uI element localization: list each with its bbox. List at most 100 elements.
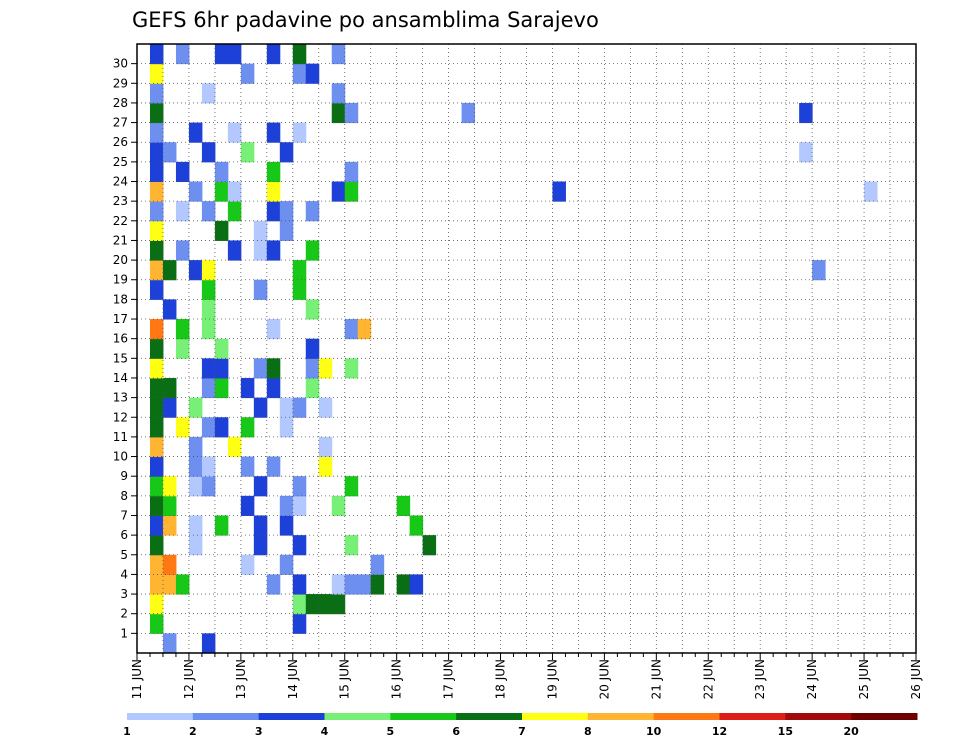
heatmap-cell (214, 358, 229, 379)
heatmap-cell (149, 279, 164, 300)
heatmap-cell (266, 44, 281, 65)
heatmap-cell (149, 240, 164, 261)
y-tick-label: 7 (120, 508, 128, 522)
y-tick-label: 8 (120, 489, 128, 503)
heatmap-cell (305, 338, 320, 359)
heatmap-cell (253, 476, 268, 497)
heatmap-cell (305, 240, 320, 261)
y-tick-label: 30 (113, 57, 128, 71)
heatmap-cell (266, 161, 281, 183)
heatmap-cell (149, 397, 164, 418)
heatmap-cell (227, 436, 242, 458)
heatmap-cell (305, 594, 320, 615)
heatmap-cell (266, 181, 281, 202)
heatmap-cell (175, 201, 190, 222)
heatmap-cell (357, 319, 372, 340)
y-tick-label: 17 (113, 312, 128, 326)
heatmap-cell (279, 515, 294, 536)
heatmap-cell (149, 535, 164, 556)
heatmap-cell (175, 417, 190, 438)
heatmap-cell (162, 377, 177, 399)
heatmap-cell (344, 161, 359, 183)
heatmap-cell (188, 476, 203, 497)
colorbar-segment (390, 713, 457, 720)
x-axis: 11 JUN 12 JUN 13 JUN 14 JUN 15 JUN 16 JUN 17 J… (130, 653, 923, 699)
heatmap-cell (331, 102, 346, 124)
colorbar-segment (258, 713, 325, 720)
colorbar-segment (785, 713, 852, 720)
y-tick-label: 3 (120, 587, 128, 601)
heatmap-cell (149, 436, 164, 458)
heatmap-cell (188, 436, 203, 458)
heatmap-cell (279, 554, 294, 575)
heatmap-cell (305, 63, 320, 84)
colorbar-label: 4 (321, 725, 329, 738)
x-tick-label: 21 JUN (649, 659, 663, 699)
heatmap-cell (175, 161, 190, 183)
heatmap-cell (279, 220, 294, 241)
heatmap-cell (149, 122, 164, 143)
heatmap-cell (149, 161, 164, 183)
colorbar-label: 2 (189, 725, 197, 738)
x-tick-label: 24 JUN (805, 659, 819, 699)
heatmap-cell (149, 476, 164, 497)
heatmap-cell (253, 240, 268, 261)
heatmap-cell (253, 220, 268, 241)
heatmap-cell (305, 201, 320, 222)
heatmap-cell (162, 476, 177, 497)
heatmap-cell (305, 299, 320, 320)
y-axis: 1234567891011121314151617181920212223242… (113, 57, 137, 640)
heatmap-cell (331, 83, 346, 104)
x-tick-label: 23 JUN (753, 659, 767, 699)
heatmap-cell (149, 83, 164, 104)
heatmap-cell (149, 260, 164, 281)
y-tick-label: 12 (113, 410, 128, 424)
colorbar-segment (456, 713, 523, 720)
y-tick-label: 14 (113, 371, 128, 385)
heatmap-cell (331, 594, 346, 615)
heatmap-cell (357, 574, 372, 595)
heatmap-cell (266, 377, 281, 399)
heatmap-cell (201, 142, 216, 163)
grid-lines (137, 44, 916, 653)
heatmap-cell (149, 220, 164, 241)
heatmap-cell (253, 358, 268, 379)
heatmap-cell (175, 44, 190, 65)
heatmap-cell (214, 220, 229, 241)
heatmap-cell (292, 594, 307, 615)
heatmap-cell (318, 397, 333, 418)
heatmap-cell (240, 495, 255, 516)
heatmap-cell (175, 240, 190, 261)
heatmap-cell (240, 142, 255, 163)
heatmap-cell (149, 495, 164, 516)
heatmap-cell (175, 574, 190, 595)
colorbar-label: 6 (452, 725, 460, 738)
heatmap-cell (188, 260, 203, 281)
heatmap-cell (149, 515, 164, 536)
heatmap-cell (318, 358, 333, 379)
heatmap-cell (149, 594, 164, 615)
heatmap-cell (253, 515, 268, 536)
y-tick-label: 25 (113, 155, 128, 169)
heatmap-cell (227, 122, 242, 143)
heatmap-cell (214, 338, 229, 359)
x-tick-label: 15 JUN (338, 659, 352, 699)
heatmap-cell (162, 554, 177, 575)
heatmap-cell (214, 515, 229, 536)
x-tick-label: 18 JUN (494, 659, 508, 699)
heatmap-cell (344, 358, 359, 379)
heatmap-cell (149, 338, 164, 359)
colorbar-label: 1 (123, 725, 131, 738)
heatmap-cell (149, 613, 164, 634)
x-tick-label: 25 JUN (857, 659, 871, 699)
y-tick-label: 4 (120, 567, 128, 581)
y-tick-label: 20 (113, 253, 128, 267)
heatmap-cell (149, 554, 164, 575)
heatmap-cell (149, 44, 164, 65)
heatmap-cell (253, 535, 268, 556)
heatmap-cell (279, 417, 294, 438)
y-tick-label: 5 (120, 548, 128, 562)
heatmap-cell (149, 201, 164, 222)
heatmap-cell (552, 181, 566, 202)
